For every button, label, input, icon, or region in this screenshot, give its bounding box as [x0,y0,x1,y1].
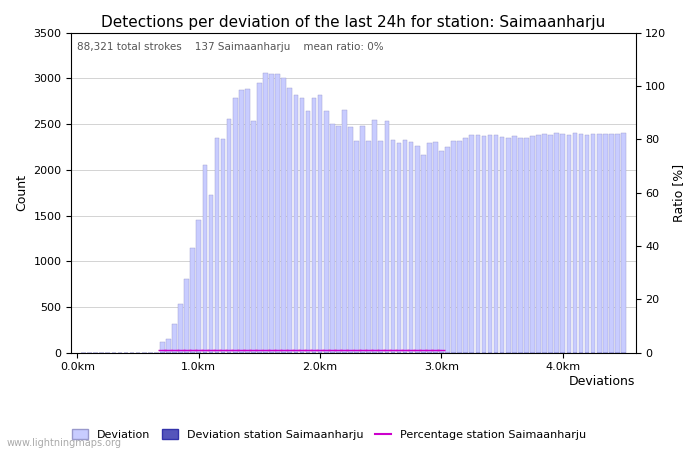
Title: Detections per deviation of the last 24h for station: Saimaanharju: Detections per deviation of the last 24h… [102,15,606,30]
Bar [512,136,517,353]
Bar [561,134,565,353]
Bar [421,155,426,353]
Bar [275,74,280,353]
Bar [615,134,620,353]
Bar [554,133,559,353]
Bar [518,138,523,353]
Bar [184,279,189,353]
Bar [494,135,498,353]
Bar [536,135,541,353]
Bar [470,135,474,353]
Y-axis label: Count: Count [15,174,28,211]
Bar [579,134,583,353]
Bar [397,143,401,353]
Bar [281,78,286,353]
Bar [452,141,456,353]
Bar [384,122,389,353]
Bar [542,134,547,353]
Y-axis label: Ratio [%]: Ratio [%] [672,164,685,222]
Bar [251,122,256,353]
Text: www.lightningmaps.org: www.lightningmaps.org [7,438,122,448]
Bar [597,134,601,353]
Bar [445,147,450,353]
Bar [354,140,359,353]
Bar [257,83,262,353]
Bar [409,142,414,353]
Legend: Deviation, Deviation station Saimaanharju, Percentage station Saimaanharju: Deviation, Deviation station Saimaanharj… [67,425,591,445]
Bar [160,342,164,353]
Bar [427,143,432,353]
Bar [202,165,207,353]
Bar [379,141,383,353]
Text: Deviations: Deviations [569,375,636,388]
Bar [239,90,244,353]
Bar [245,89,250,353]
Bar [233,99,237,353]
Bar [215,138,219,353]
Bar [372,121,377,353]
Bar [415,146,419,353]
Bar [584,135,589,353]
Bar [318,95,323,353]
Bar [609,134,614,353]
Bar [300,98,304,353]
Bar [366,141,371,353]
Bar [475,135,480,353]
Bar [463,138,468,353]
Bar [178,304,183,353]
Bar [288,88,292,353]
Bar [324,111,328,353]
Bar [530,136,535,353]
Bar [482,136,486,353]
Bar [402,140,407,353]
Bar [263,73,268,353]
Bar [197,220,201,353]
Bar [591,134,596,353]
Bar [306,111,310,353]
Text: 88,321 total strokes    137 Saimaanharju    mean ratio: 0%: 88,321 total strokes 137 Saimaanharju me… [77,42,384,52]
Bar [330,124,335,353]
Bar [566,135,571,353]
Bar [548,135,553,353]
Bar [488,135,492,353]
Bar [166,339,171,353]
Bar [506,138,510,353]
Bar [342,110,346,353]
Bar [439,152,444,353]
Bar [360,126,365,353]
Bar [433,142,438,353]
Bar [500,137,505,353]
Bar [603,134,608,353]
Bar [270,74,274,353]
Bar [172,324,177,353]
Bar [190,248,195,353]
Bar [621,133,626,353]
Bar [573,133,577,353]
Bar [348,127,353,353]
Bar [336,126,341,353]
Bar [457,140,462,353]
Bar [209,195,214,353]
Bar [391,140,395,353]
Bar [312,98,316,353]
Bar [220,139,225,353]
Bar [524,138,528,353]
Bar [293,95,298,353]
Bar [227,119,232,353]
